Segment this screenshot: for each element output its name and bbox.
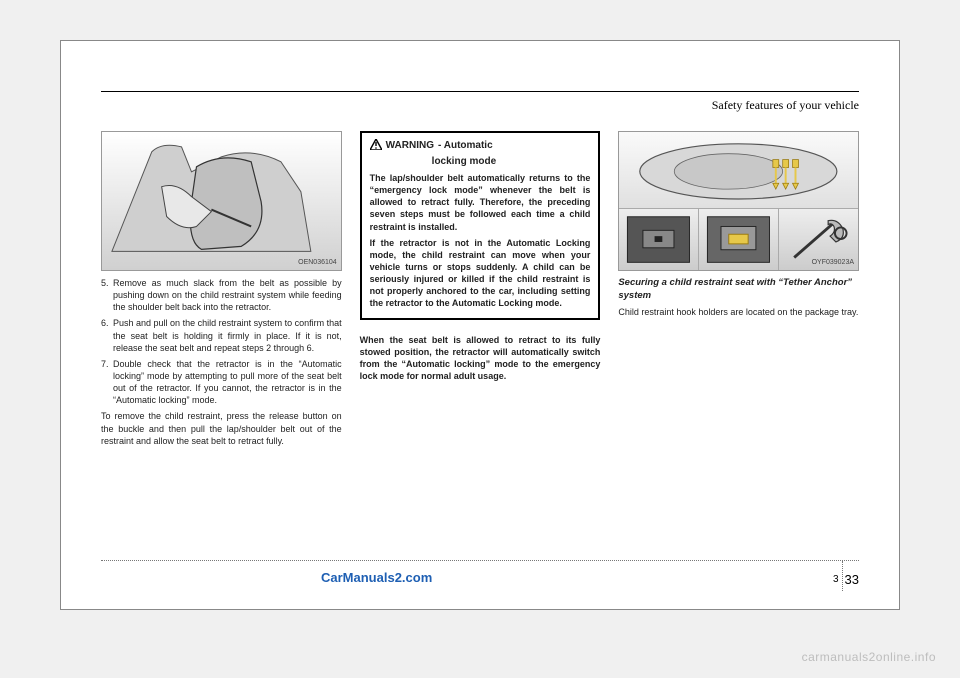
warning-box: WARNING - Automatic locking mode The lap… xyxy=(360,131,601,320)
step-5: 5. Remove as much slack from the belt as… xyxy=(101,277,342,313)
site-watermark: carmanuals2online.info xyxy=(802,650,936,664)
closing-paragraph: To remove the child restraint, press the… xyxy=(101,410,342,446)
step-number: 6. xyxy=(101,317,113,353)
step-text: Push and pull on the child restraint sys… xyxy=(113,317,342,353)
step-7: 7. Double check that the retractor is in… xyxy=(101,358,342,407)
car-outline-svg xyxy=(619,132,858,208)
content-columns: OEN036104 5. Remove as much slack from t… xyxy=(101,131,859,451)
warning-heading: WARNING - Automatic xyxy=(370,139,591,153)
footer-rule xyxy=(101,560,859,561)
step-number: 7. xyxy=(101,358,113,407)
warning-subtitle-2: locking mode xyxy=(432,155,591,169)
step-number: 5. xyxy=(101,277,113,313)
illustration-code: OEN036104 xyxy=(298,258,337,267)
page-section-title: Safety features of your vehicle xyxy=(101,98,859,113)
warning-body-1: The lap/shoulder belt automatically retu… xyxy=(370,172,591,233)
warning-subtitle-1: - Automatic xyxy=(438,139,493,153)
car-top-view xyxy=(619,132,858,208)
anchor-detail-2-svg xyxy=(699,209,778,270)
column-1: OEN036104 5. Remove as much slack from t… xyxy=(101,131,342,451)
child-seat-svg xyxy=(102,132,341,271)
warning-body-2: If the retractor is not in the Automatic… xyxy=(370,237,591,310)
section-number: 3 xyxy=(833,574,839,585)
step-text: Remove as much slack from the belt as po… xyxy=(113,277,342,313)
manual-page: Safety features of your vehicle OEN03610… xyxy=(60,40,900,610)
detail-1 xyxy=(619,208,698,270)
column-2: WARNING - Automatic locking mode The lap… xyxy=(360,131,601,451)
tether-heading: Securing a child restraint seat with “Te… xyxy=(618,277,859,303)
page-number: 3 33 xyxy=(833,572,859,587)
anchor-detail-1-svg xyxy=(619,209,698,270)
brand-watermark: CarManuals2.com xyxy=(321,570,432,585)
page-in-section: 33 xyxy=(845,572,859,587)
column-3: OYF039023A Securing a child restraint se… xyxy=(618,131,859,451)
detail-2 xyxy=(698,208,778,270)
header-rule xyxy=(101,91,859,92)
illustration-child-seat: OEN036104 xyxy=(101,131,342,271)
illustration-tether-anchor: OYF039023A xyxy=(618,131,859,271)
illustration-code: OYF039023A xyxy=(812,258,854,267)
warning-triangle-icon xyxy=(370,139,382,150)
step-text: Double check that the retractor is in th… xyxy=(113,358,342,407)
retract-note: When the seat belt is allowed to retract… xyxy=(360,334,601,383)
step-6: 6. Push and pull on the child restraint … xyxy=(101,317,342,353)
tether-body: Child restraint hook holders are located… xyxy=(618,306,859,318)
warning-label: WARNING xyxy=(386,139,434,153)
